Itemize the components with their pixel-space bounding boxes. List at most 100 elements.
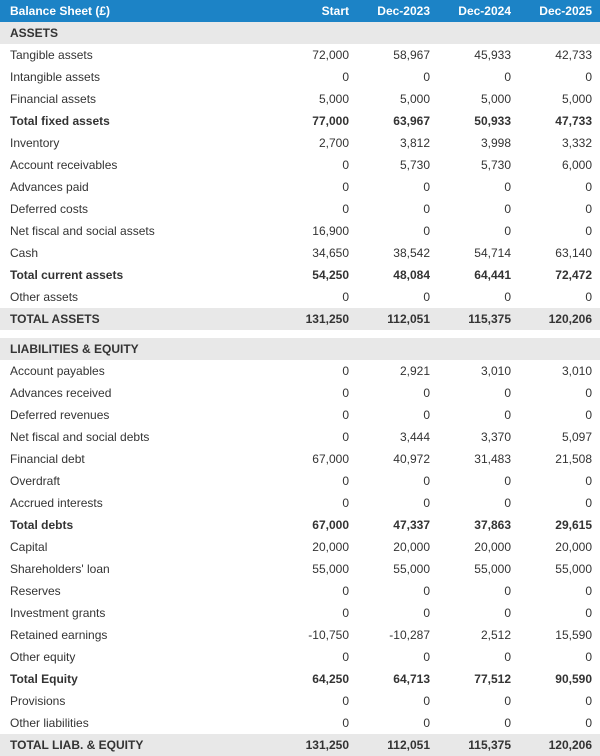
row-value: 0	[276, 360, 357, 382]
row-value: 0	[357, 690, 438, 712]
row-value: 0	[357, 66, 438, 88]
header-col-3: Dec-2025	[519, 0, 600, 22]
table-row: Total Equity64,25064,71377,51290,590	[0, 668, 600, 690]
row-label: Total debts	[0, 514, 276, 536]
row-label: Financial assets	[0, 88, 276, 110]
table-row: Other equity0000	[0, 646, 600, 668]
row-value: 67,000	[276, 514, 357, 536]
row-value: 3,370	[438, 426, 519, 448]
row-value: 0	[357, 580, 438, 602]
row-value: 21,508	[519, 448, 600, 470]
table-row: Other liabilities0000	[0, 712, 600, 734]
row-label: Account payables	[0, 360, 276, 382]
table-row: Financial assets5,0005,0005,0005,000	[0, 88, 600, 110]
row-value: 0	[438, 286, 519, 308]
row-value: 0	[438, 404, 519, 426]
row-value: 29,615	[519, 514, 600, 536]
row-value: 0	[519, 66, 600, 88]
row-value: 0	[276, 404, 357, 426]
row-value: 5,097	[519, 426, 600, 448]
row-label: Inventory	[0, 132, 276, 154]
row-value: 0	[276, 712, 357, 734]
row-value: 0	[438, 580, 519, 602]
row-value: 47,733	[519, 110, 600, 132]
row-value: 64,250	[276, 668, 357, 690]
row-value: 0	[276, 602, 357, 624]
row-label: Investment grants	[0, 602, 276, 624]
table-row: Provisions0000	[0, 690, 600, 712]
row-value: 0	[357, 286, 438, 308]
row-value: 0	[438, 712, 519, 734]
row-value: 0	[438, 646, 519, 668]
row-label: Advances paid	[0, 176, 276, 198]
row-value: 20,000	[519, 536, 600, 558]
row-value: 120,206	[519, 734, 600, 756]
row-value: 5,000	[276, 88, 357, 110]
row-value: 0	[438, 690, 519, 712]
row-value: 0	[519, 580, 600, 602]
row-value: 2,700	[276, 132, 357, 154]
row-value: 0	[357, 382, 438, 404]
table-row: Advances paid0000	[0, 176, 600, 198]
row-label: Deferred revenues	[0, 404, 276, 426]
header-col-1: Dec-2023	[357, 0, 438, 22]
row-value: 58,967	[357, 44, 438, 66]
row-value: 77,000	[276, 110, 357, 132]
row-label: Deferred costs	[0, 198, 276, 220]
table-row: TOTAL LIAB. & EQUITY131,250112,051115,37…	[0, 734, 600, 756]
row-value: 115,375	[438, 308, 519, 330]
row-value: 0	[357, 646, 438, 668]
row-value: 48,084	[357, 264, 438, 286]
row-value: 15,590	[519, 624, 600, 646]
row-value: -10,750	[276, 624, 357, 646]
table-row: Inventory2,7003,8123,9983,332	[0, 132, 600, 154]
row-value: 72,472	[519, 264, 600, 286]
row-value: 0	[357, 470, 438, 492]
row-value: 0	[519, 690, 600, 712]
row-label: TOTAL ASSETS	[0, 308, 276, 330]
section-title: LIABILITIES & EQUITY	[0, 338, 600, 360]
row-label: Accrued interests	[0, 492, 276, 514]
row-value: 63,140	[519, 242, 600, 264]
table-header: Balance Sheet (£) Start Dec-2023 Dec-202…	[0, 0, 600, 22]
row-value: 0	[276, 690, 357, 712]
row-value: 45,933	[438, 44, 519, 66]
spacer-row	[0, 330, 600, 338]
row-label: Net fiscal and social debts	[0, 426, 276, 448]
row-value: 3,332	[519, 132, 600, 154]
table-row: Account receivables05,7305,7306,000	[0, 154, 600, 176]
row-value: 0	[438, 220, 519, 242]
row-value: 0	[519, 220, 600, 242]
row-value: 54,714	[438, 242, 519, 264]
table-row: Shareholders' loan55,00055,00055,00055,0…	[0, 558, 600, 580]
row-label: Retained earnings	[0, 624, 276, 646]
row-value: 0	[276, 426, 357, 448]
row-value: 120,206	[519, 308, 600, 330]
row-value: 131,250	[276, 734, 357, 756]
row-value: 72,000	[276, 44, 357, 66]
row-value: 0	[276, 154, 357, 176]
table-row: Retained earnings-10,750-10,2872,51215,5…	[0, 624, 600, 646]
row-value: 0	[357, 404, 438, 426]
row-label: Overdraft	[0, 470, 276, 492]
header-title: Balance Sheet (£)	[0, 0, 276, 22]
table-body: ASSETSTangible assets72,00058,96745,9334…	[0, 22, 600, 756]
table-row: TOTAL ASSETS131,250112,051115,375120,206	[0, 308, 600, 330]
table-row: Investment grants0000	[0, 602, 600, 624]
row-value: 115,375	[438, 734, 519, 756]
row-value: 67,000	[276, 448, 357, 470]
row-label: TOTAL LIAB. & EQUITY	[0, 734, 276, 756]
row-value: 0	[519, 646, 600, 668]
table-row: Net fiscal and social debts03,4443,3705,…	[0, 426, 600, 448]
row-value: 5,730	[438, 154, 519, 176]
table-row: Intangible assets0000	[0, 66, 600, 88]
row-value: 0	[519, 602, 600, 624]
row-label: Intangible assets	[0, 66, 276, 88]
table-row: Net fiscal and social assets16,900000	[0, 220, 600, 242]
row-value: 20,000	[438, 536, 519, 558]
table-row: Deferred revenues0000	[0, 404, 600, 426]
row-value: 50,933	[438, 110, 519, 132]
row-value: 0	[276, 382, 357, 404]
row-value: 0	[357, 712, 438, 734]
row-value: 3,010	[438, 360, 519, 382]
